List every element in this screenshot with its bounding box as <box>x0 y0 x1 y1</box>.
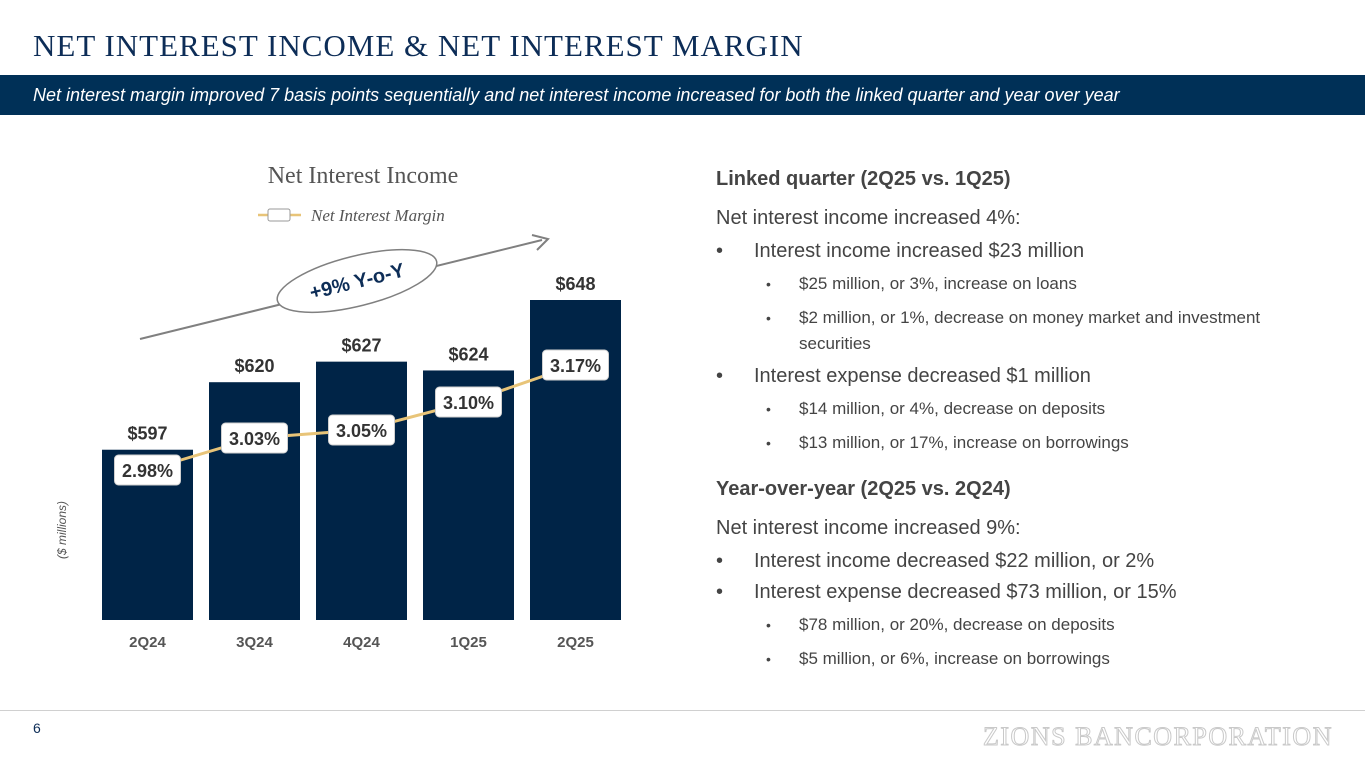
margin-label-2Q24: 2.98% <box>122 461 173 481</box>
margin-label-4Q24: 3.05% <box>336 421 387 441</box>
footer-divider <box>0 710 1365 711</box>
legend: Net Interest Margin <box>258 206 445 225</box>
growth-annotation-ellipse <box>276 248 438 314</box>
company-logo: ZIONS BANCORPORATION <box>983 722 1333 752</box>
margin-label-2Q25: 3.17% <box>550 356 601 376</box>
margin-marker-4Q24 <box>328 414 395 446</box>
x-tick-label-1Q25: 1Q25 <box>450 634 487 651</box>
subtitle-banner: Net interest margin improved 7 basis poi… <box>0 75 1365 115</box>
bar-value-label-2Q24: $597 <box>127 424 167 444</box>
bar-value-label-3Q24: $620 <box>234 356 274 376</box>
x-tick-label-2Q24: 2Q24 <box>129 634 166 651</box>
page-number: 6 <box>33 720 41 736</box>
x-tick-label-4Q24: 4Q24 <box>343 634 380 651</box>
yoy-bullet-interest-income: Interest income decreased $22 million, o… <box>716 550 1336 573</box>
bar-3Q24 <box>209 382 300 620</box>
yoy-sub-deposits: $78 million, or 20%, decrease on deposit… <box>716 612 1336 638</box>
linked-sub-borrowings: $13 million, or 17%, increase on borrowi… <box>716 430 1336 456</box>
legend-label: Net Interest Margin <box>310 206 445 225</box>
margin-marker-3Q24 <box>221 422 288 454</box>
net-interest-income-chart: Net Interest Income Net Interest Margin … <box>55 163 621 651</box>
yoy-heading: Year-over-year (2Q25 vs. 2Q24) <box>716 478 1011 500</box>
yoy-lead: Net interest income increased 9%: <box>716 517 1021 539</box>
x-tick-label-2Q25: 2Q25 <box>557 634 594 651</box>
legend-marker <box>267 208 291 222</box>
margin-marker-2Q25 <box>542 349 609 381</box>
linked-bullet-interest-income: Interest income increased $23 million <box>716 240 1336 263</box>
linked-bullet-interest-expense: Interest expense decreased $1 million <box>716 365 1336 388</box>
bar-value-label-2Q25: $648 <box>555 274 595 294</box>
chart-title: Net Interest Income <box>268 163 459 189</box>
margin-label-3Q24: 3.03% <box>229 429 280 449</box>
subtitle-text: Net interest margin improved 7 basis poi… <box>33 85 1120 105</box>
yoy-bullet-interest-expense: Interest expense decreased $73 million, … <box>716 581 1336 604</box>
bar-4Q24 <box>316 361 407 620</box>
growth-arrowhead <box>531 234 550 251</box>
linked-sub-securities: $2 million, or 1%, decrease on money mar… <box>716 305 1336 357</box>
margin-label-1Q25: 3.10% <box>443 393 494 413</box>
linked-lead: Net interest income increased 4%: <box>716 207 1021 229</box>
x-tick-label-3Q24: 3Q24 <box>236 634 273 651</box>
bar-value-label-4Q24: $627 <box>341 336 381 356</box>
linked-sub-loans: $25 million, or 3%, increase on loans <box>716 271 1336 297</box>
margin-marker-2Q24 <box>114 454 181 486</box>
bar-value-label-1Q25: $624 <box>448 344 488 364</box>
linked-sub-deposits: $14 million, or 4%, decrease on deposits <box>716 396 1336 422</box>
yoy-sub-borrowings: $5 million, or 6%, increase on borrowing… <box>716 646 1336 672</box>
page-title: NET INTEREST INCOME & NET INTEREST MARGI… <box>33 28 804 63</box>
y-axis-label: ($ millions) <box>55 501 69 559</box>
commentary: Linked quarter (2Q25 vs. 1Q25) Net inter… <box>716 168 1336 680</box>
margin-marker-1Q25 <box>435 386 502 418</box>
bar-2Q25 <box>530 300 621 620</box>
linked-heading: Linked quarter (2Q25 vs. 1Q25) <box>716 168 1011 190</box>
